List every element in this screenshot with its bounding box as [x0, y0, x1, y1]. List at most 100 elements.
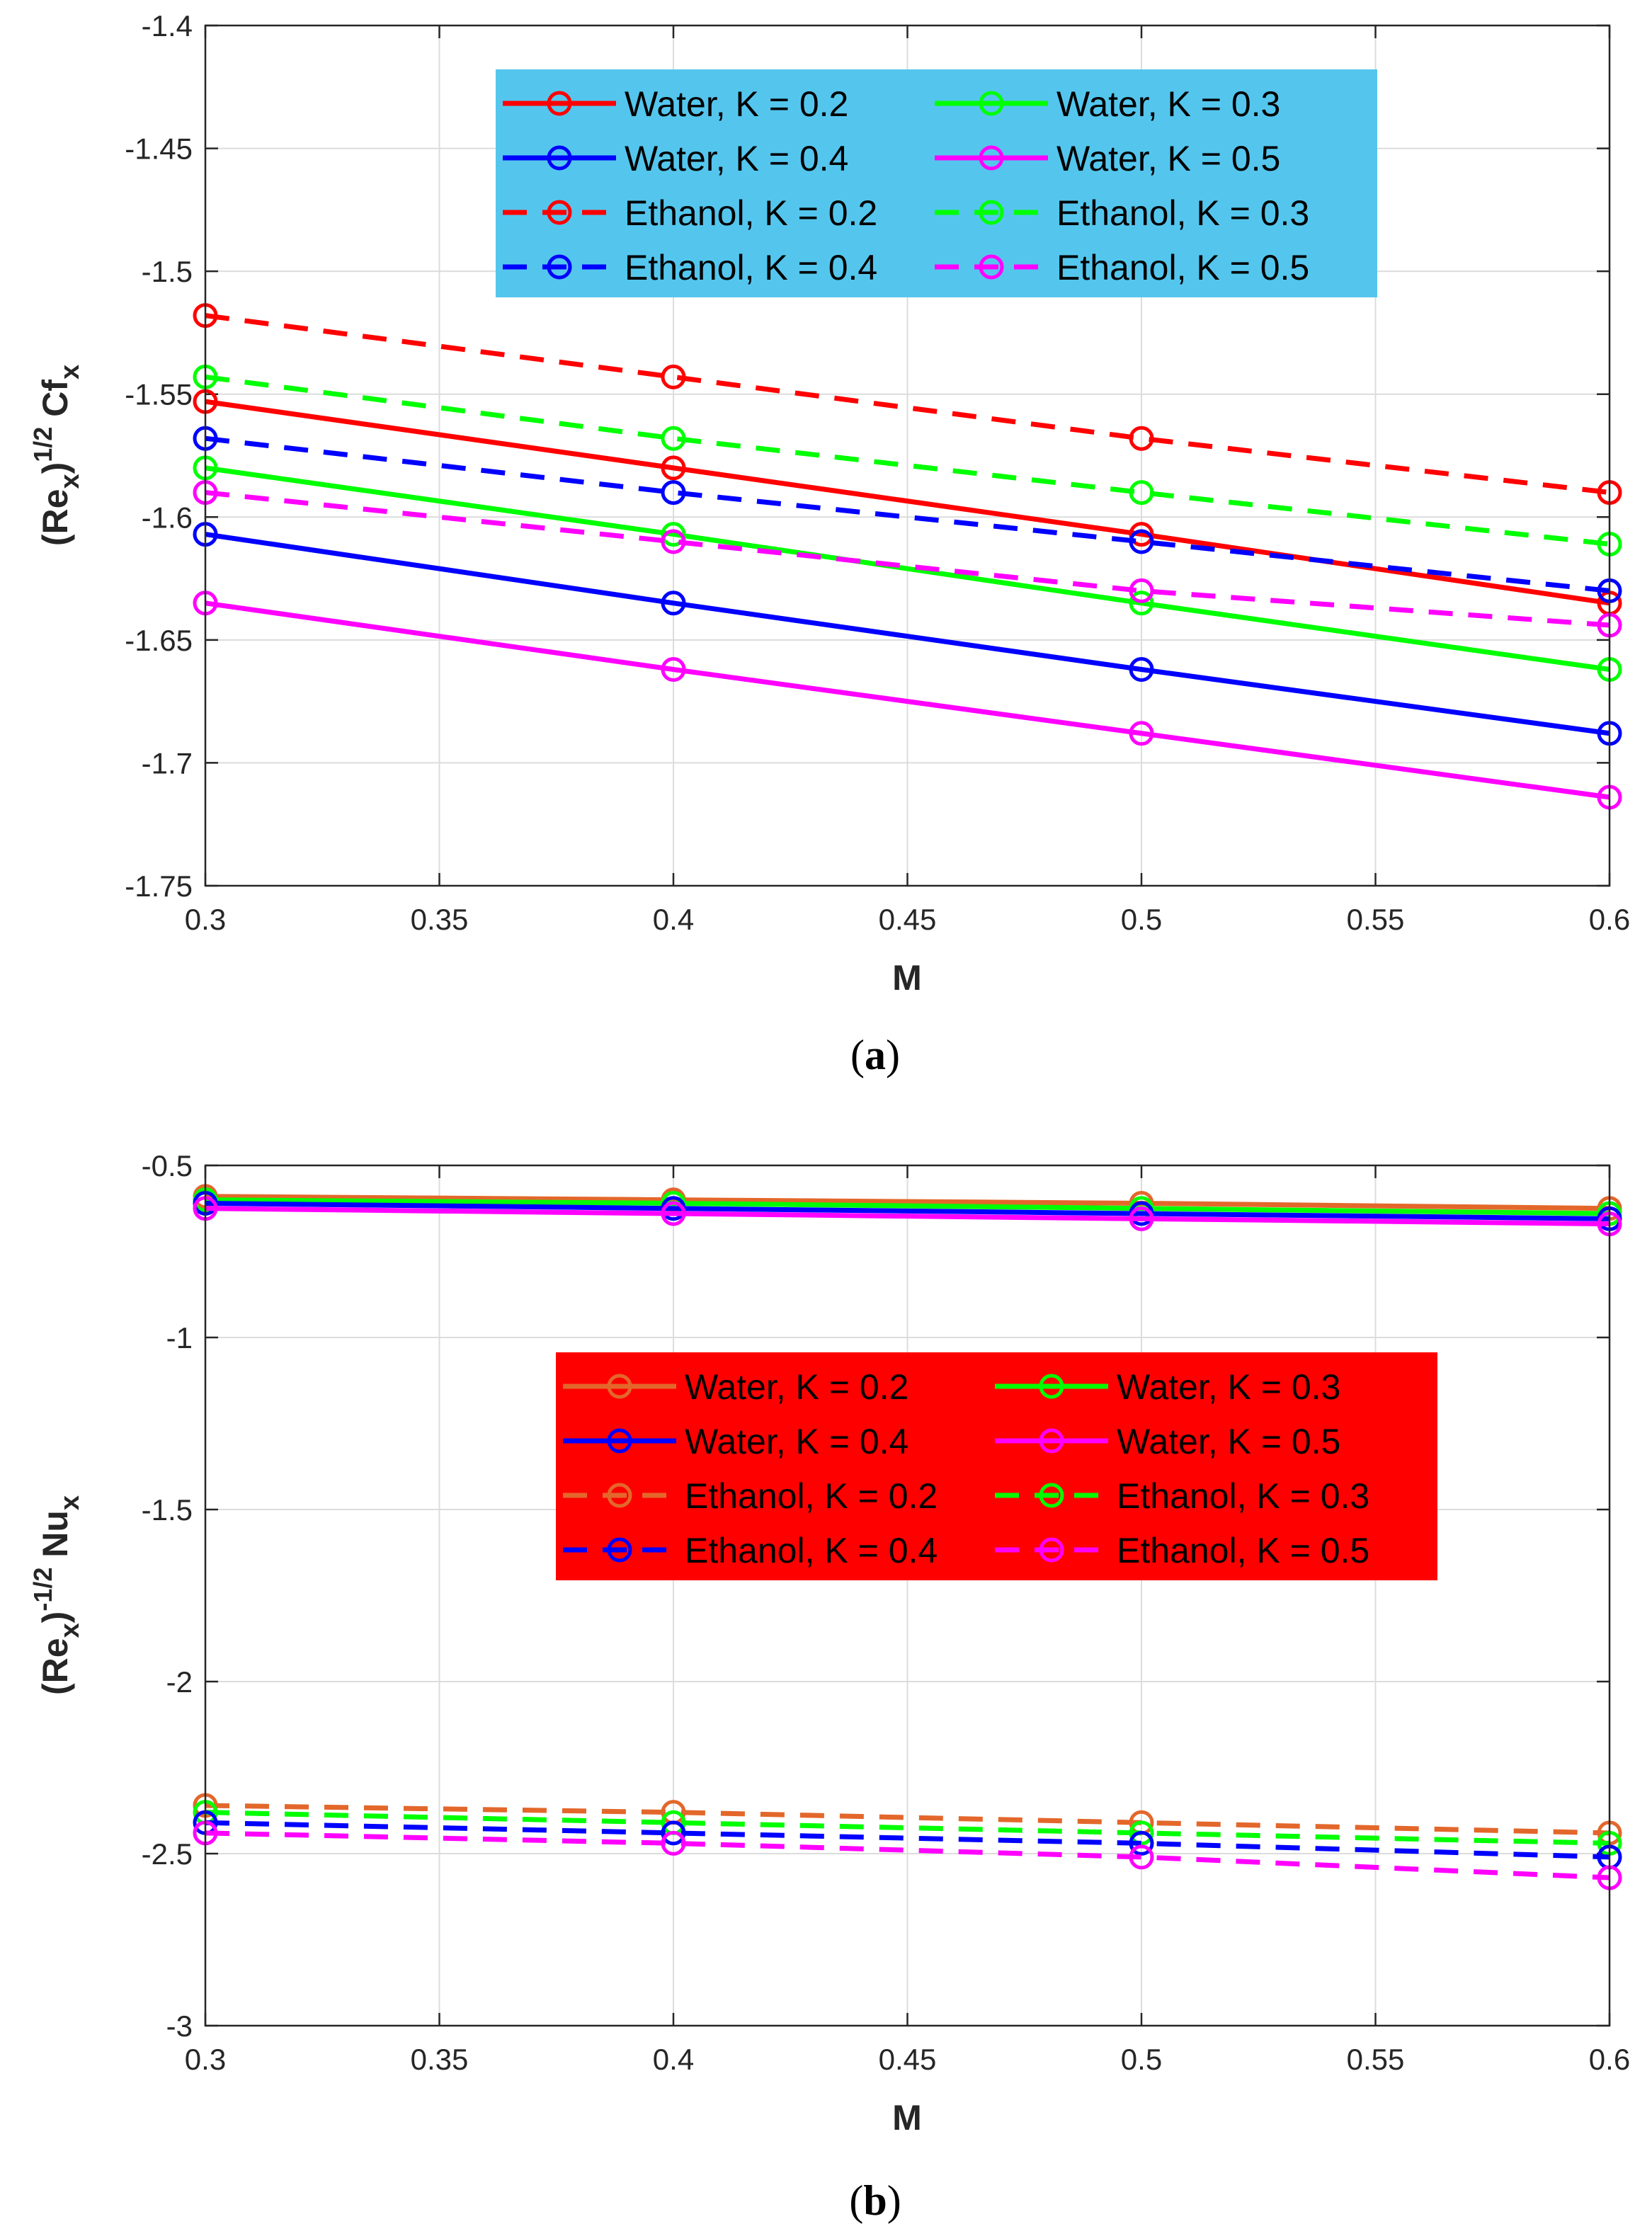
panel-a-y-tick-label: -1.7 — [142, 746, 193, 780]
panel-a-legend-label-ethanol-k-0-2: Ethanol, K = 0.2 — [625, 193, 877, 233]
panel-a-y-label-main: (Re — [35, 489, 75, 547]
panel-b-legend-marker-water-k-0-4 — [607, 1428, 632, 1454]
panel-a-legend-marker-water-k-0-3 — [979, 91, 1004, 116]
panel-a-x-tick-label: 0.45 — [879, 903, 937, 936]
panel-b-x-tick-label: 0.45 — [879, 2043, 937, 2076]
panel-a-point-ethanol-k-0-2 — [661, 364, 686, 389]
panel-b-legend-label-ethanol-k-0-2: Ethanol, K = 0.2 — [685, 1476, 938, 1516]
panel-b-legend-label-water-k-0-3: Water, K = 0.3 — [1117, 1367, 1340, 1407]
panel-a-legend-marker-ethanol-k-0-3 — [979, 200, 1004, 225]
panel-b-y-label-tail: Nu — [35, 1510, 75, 1568]
panel-a-y-label-sup: 1/2 — [28, 427, 57, 462]
panel-a-point-water-k-0-5 — [661, 657, 686, 683]
panel-b-y-label-sub2: x — [55, 1495, 85, 1510]
panel-a-legend-label-water-k-0-5: Water, K = 0.5 — [1056, 139, 1280, 178]
panel-b-y-label-mid: ) — [35, 1611, 75, 1624]
panel-a-x-tick-label: 0.3 — [185, 903, 226, 936]
panel-b-point-water-k-0-5 — [1129, 1206, 1154, 1231]
panel-a-legend-marker-water-k-0-4 — [547, 145, 572, 171]
panel-b-point-ethanol-k-0-5 — [661, 1830, 686, 1856]
panel-a-caption-open: ( — [850, 1032, 865, 1078]
panel-b-legend-marker-ethanol-k-0-2 — [607, 1483, 632, 1508]
panel-b-x-tick-label: 0.35 — [411, 2043, 469, 2076]
panel-b-legend-label-water-k-0-2: Water, K = 0.2 — [685, 1367, 908, 1407]
panel-a-series-line-water-k-0-3 — [205, 465, 1610, 672]
panel-a-legend-marker-ethanol-k-0-5 — [979, 254, 1004, 280]
panel-a-point-ethanol-k-0-2 — [1129, 426, 1154, 451]
panel-b-legend-marker-ethanol-k-0-4 — [607, 1537, 632, 1563]
panel-a-point-ethanol-k-0-5 — [1129, 578, 1154, 603]
panel-a-legend-label-ethanol-k-0-5: Ethanol, K = 0.5 — [1056, 248, 1309, 287]
panel-b-legend: Water, K = 0.2 Water, K = 0.3 Water, K = 0… — [556, 1352, 1437, 1580]
panel-b-series-line-water-k-0-5 — [205, 1206, 1610, 1227]
panel-a-series-line-water-k-0-5 — [205, 600, 1610, 800]
panel-b-series-line-ethanol-k-0-3 — [205, 1810, 1610, 1846]
panel-a-legend-label-water-k-0-3: Water, K = 0.3 — [1056, 84, 1280, 124]
panel-a-legend-label-water-k-0-2: Water, K = 0.2 — [625, 84, 848, 124]
panel-b-caption-letter: b — [863, 2177, 887, 2224]
panel-a-legend-marker-ethanol-k-0-4 — [547, 254, 572, 280]
panel-b-series-line-ethanol-k-0-2 — [205, 1803, 1610, 1836]
panel-a-legend: Water, K = 0.2 Water, K = 0.3 Water, K = 0… — [496, 69, 1377, 297]
panel-a-x-tick-label: 0.5 — [1121, 903, 1162, 936]
panel-b-point-ethanol-k-0-4 — [661, 1820, 686, 1846]
panel-a-point-ethanol-k-0-5 — [661, 529, 686, 554]
panel-b-legend-marker-ethanol-k-0-5 — [1039, 1537, 1064, 1563]
panel-a-x-tick-label: 0.4 — [653, 903, 694, 936]
panel-a-y-tick-label: -1.55 — [125, 378, 193, 411]
panel-a-x-tick-labels: 0.3 0.35 0.4 0.45 0.5 0.55 0.6 — [185, 903, 1630, 936]
panel-b-y-label-sub1: x — [55, 1623, 85, 1638]
panel-b-legend-label-ethanol-k-0-5: Ethanol, K = 0.5 — [1117, 1531, 1369, 1570]
panel-a-legend-label-ethanol-k-0-3: Ethanol, K = 0.3 — [1056, 193, 1309, 233]
panel-a-legend-label-water-k-0-4: Water, K = 0.4 — [625, 139, 848, 178]
panel-b-x-tick-label: 0.3 — [185, 2043, 226, 2076]
panel-b-series-line-ethanol-k-0-4 — [205, 1820, 1610, 1860]
panel-a-y-label-mid: ) — [35, 462, 75, 474]
panel-a-legend-label-ethanol-k-0-4: Ethanol, K = 0.4 — [625, 248, 877, 287]
panel-a-y-label-sub1: x — [55, 474, 85, 489]
panel-b-x-tick-label: 0.4 — [653, 2043, 694, 2076]
panel-b-legend-box — [556, 1352, 1437, 1580]
panel-a-point-water-k-0-3 — [661, 522, 686, 547]
panel-b-series-line-ethanol-k-0-5 — [205, 1830, 1610, 1881]
panel-a-point-water-k-0-4 — [1129, 657, 1154, 683]
panel-a-y-tick-label: -1.65 — [125, 624, 193, 657]
panel-b-legend-label-ethanol-k-0-3: Ethanol, K = 0.3 — [1117, 1476, 1369, 1516]
panel-b-y-tick-labels: -0.5 -1 -1.5 -2 -2.5 -3 — [142, 1149, 193, 2043]
panel-b-legend-label-water-k-0-4: Water, K = 0.4 — [685, 1422, 908, 1461]
panel-a-x-axis-label: M — [892, 958, 922, 998]
panel-b-series-line-water-k-0-4 — [205, 1200, 1610, 1221]
panel-a-caption-close: ) — [886, 1032, 900, 1078]
panel-b-y-label-main: (Re — [35, 1638, 75, 1695]
panel-b-x-axis-label: M — [892, 2098, 922, 2138]
panel-a-point-water-k-0-4 — [661, 590, 686, 616]
panel-a-point-ethanol-k-0-4 — [1129, 529, 1154, 554]
panel-a-y-axis-label: (Rex)1/2 Cfx — [28, 365, 85, 546]
panel-a-y-label-tail: Cf — [35, 380, 75, 427]
panel-b-y-tick-label: -0.5 — [142, 1149, 193, 1182]
panel-a-legend-marker-water-k-0-5 — [979, 145, 1004, 171]
panel-a-point-water-k-0-2 — [661, 455, 686, 481]
panel-b-y-tick-label: -2 — [166, 1665, 193, 1699]
panel-a-caption-letter: a — [865, 1032, 886, 1078]
panel-b-x-tick-label: 0.5 — [1121, 2043, 1162, 2076]
panel-a-point-ethanol-k-0-3 — [661, 426, 686, 451]
panel-a-x-tick-label: 0.6 — [1589, 903, 1630, 936]
panel-b-x-tick-label: 0.55 — [1347, 2043, 1405, 2076]
panel-b-x-tick-labels: 0.3 0.35 0.4 0.45 0.5 0.55 0.6 — [185, 2043, 1630, 2076]
panel-a-caption: (a) — [850, 1032, 900, 1078]
panel-a-point-water-k-0-5 — [1129, 721, 1154, 746]
panel-b-caption-close: ) — [887, 2177, 901, 2224]
panel-b-axes-box — [204, 1164, 1611, 2027]
panel-b-chart: -0.5 -1 -1.5 -2 -2.5 -3 0.3 0.35 0.4 0.45 0.5 0.55… — [28, 1149, 1630, 2224]
panel-b-legend-marker-ethanol-k-0-3 — [1039, 1483, 1064, 1508]
panel-a-legend-box — [496, 69, 1377, 297]
panel-b-series-line-water-k-0-2 — [205, 1194, 1610, 1211]
panel-a-y-tick-label: -1.4 — [142, 9, 193, 42]
panel-a-y-tick-label: -1.75 — [125, 869, 193, 903]
panel-a-y-tick-label: -1.6 — [142, 501, 193, 534]
panel-a-axes-box — [204, 24, 1611, 887]
panel-b-caption-open: ( — [849, 2177, 863, 2224]
panel-a-point-ethanol-k-0-4 — [661, 480, 686, 506]
panel-b-y-tick-label: -1.5 — [142, 1493, 193, 1527]
